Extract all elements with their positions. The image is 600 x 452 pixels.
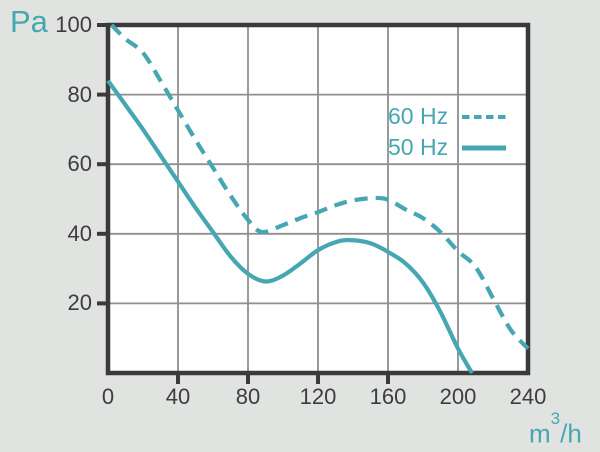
y-axis-unit-label: Pa xyxy=(10,4,48,39)
legend-label-60hz: 60 Hz xyxy=(388,103,449,129)
curve-50-hz xyxy=(106,79,474,375)
legend-label-50hz: 50 Hz xyxy=(388,134,449,160)
x-tick-label: 240 xyxy=(509,384,547,409)
y-tick-label: 100 xyxy=(55,12,92,37)
x-axis-unit-label: m3/h xyxy=(529,410,582,449)
legend-dashed-line-sample xyxy=(462,114,506,119)
x-unit-rest: /h xyxy=(560,418,582,449)
x-tick-label: 160 xyxy=(369,384,407,409)
legend: 60 Hz 50 Hz xyxy=(388,101,507,163)
x-tick-label: 120 xyxy=(299,384,337,409)
y-tick-label: 20 xyxy=(67,290,92,316)
x-tick-label: 0 xyxy=(101,384,115,409)
legend-solid-line-sample xyxy=(462,145,506,150)
y-tick-label: 60 xyxy=(67,151,92,177)
y-tick-label: 80 xyxy=(67,81,92,107)
x-unit-base: m xyxy=(529,418,551,449)
axis-frame xyxy=(105,22,531,376)
x-tick-label: 80 xyxy=(235,384,261,409)
x-unit-superscript: 3 xyxy=(550,409,561,428)
x-tick-label: 200 xyxy=(439,384,477,409)
y-tick-label: 40 xyxy=(67,220,92,246)
curve-60-hz xyxy=(110,23,530,351)
legend-item-50hz: 50 Hz xyxy=(388,132,507,163)
x-tick-label: 40 xyxy=(165,384,191,409)
legend-item-60hz: 60 Hz xyxy=(388,101,507,132)
